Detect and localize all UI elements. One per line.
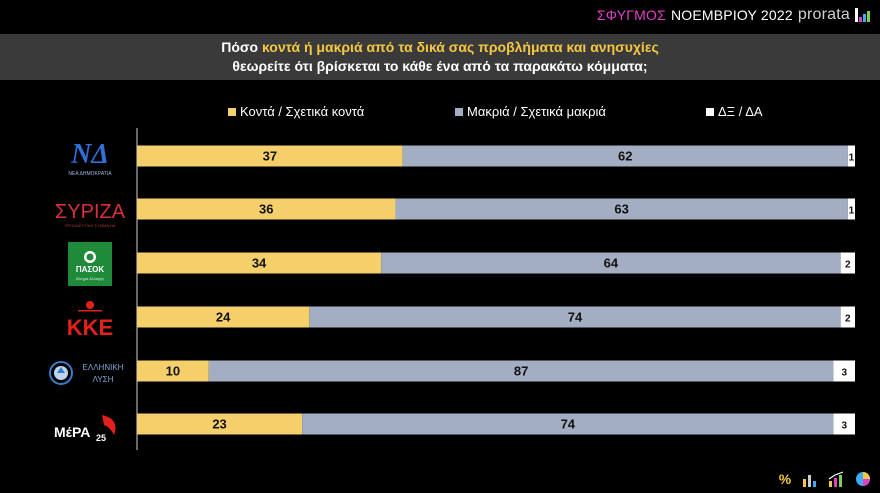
elliniki-lysi-line2: ΛΥΣΗ bbox=[93, 375, 114, 384]
legend-swatch-close bbox=[228, 107, 236, 116]
growth-chart-icon bbox=[828, 471, 846, 487]
bar-close-1 bbox=[137, 198, 396, 220]
bar-close-4 bbox=[137, 360, 209, 382]
legend-swatch-dk bbox=[706, 107, 714, 116]
logo-mera25: ΜέΡΑ 25 bbox=[40, 402, 140, 452]
pasok-logo-main: ΠΑΣΟΚ bbox=[76, 265, 105, 274]
logo-pasok: ΠΑΣΟΚ Κίνημα Αλλαγής bbox=[40, 239, 140, 289]
bar-far-2 bbox=[381, 252, 841, 274]
bar-close-3 bbox=[137, 306, 310, 328]
chart-legend: Κοντά / Σχετικά κοντά Μακριά / Σχετικά μ… bbox=[0, 104, 880, 122]
bar-far-0 bbox=[402, 145, 848, 167]
bar-dk-1 bbox=[847, 198, 855, 220]
legend-label-dk: ΔΞ / ΔΑ bbox=[718, 104, 763, 119]
logo-kke: ΚΚΕ bbox=[40, 294, 140, 344]
question-line-2: θεωρείτε ότι βρίσκεται το κάθε ένα από τ… bbox=[232, 58, 648, 74]
legend-label-close: Κοντά / Σχετικά κοντά bbox=[240, 104, 365, 119]
question-highlight: κοντά ή μακριά από τα δικά σας προβλήματ… bbox=[261, 39, 659, 55]
label-close-5: 23 bbox=[212, 417, 226, 432]
label-far-5: 74 bbox=[561, 417, 576, 432]
nd-logo-icon: ΝΔ ΝΕΑ ΔΗΜΟΚΡΑΤΙΑ bbox=[68, 139, 112, 177]
mera25-logo-main: ΜέΡΑ bbox=[54, 424, 90, 440]
nd-logo-main: ΝΔ bbox=[70, 139, 109, 170]
label-dk-4: 3 bbox=[841, 368, 847, 379]
kke-logo-icon: ΚΚΕ bbox=[67, 301, 113, 340]
label-close-4: 10 bbox=[166, 364, 180, 379]
prorata-logo-icon bbox=[855, 8, 870, 22]
bar-far-5 bbox=[302, 413, 834, 435]
bar-close-0 bbox=[137, 145, 403, 167]
pie-chart-icon bbox=[854, 471, 872, 487]
bar-dk-0 bbox=[847, 145, 855, 167]
logo-syriza: ΣΥΡΙΖΑ ΠΡΟΟΔΕΥΤΙΚΗ ΣΥΜΜΑΧΙΑ bbox=[40, 187, 140, 237]
prorata-logo-text: prorata bbox=[797, 6, 850, 23]
label-far-2: 64 bbox=[604, 256, 619, 271]
bar-chart-icon bbox=[802, 471, 820, 487]
bar-close-2 bbox=[137, 252, 382, 274]
legend-label-far: Μακριά / Σχετικά μακριά bbox=[467, 104, 606, 119]
legend-swatch-far bbox=[455, 107, 463, 116]
label-dk-3: 2 bbox=[845, 314, 851, 325]
label-dk-0: 1 bbox=[849, 153, 855, 164]
label-close-3: 24 bbox=[216, 310, 231, 325]
bar-dk-5 bbox=[833, 413, 855, 435]
elliniki-lysi-logo-icon: ΕΛΛΗΝΙΚΗ ΛΥΣΗ bbox=[49, 361, 124, 385]
label-far-4: 87 bbox=[514, 364, 528, 379]
brand-word-sfygmos: ΣΦΥΓΜΟΣ bbox=[596, 7, 666, 23]
brand-word-month: ΝΟΕΜΒΡΙΟΥ 2022 bbox=[670, 7, 793, 23]
pasok-logo-sub: Κίνημα Αλλαγής bbox=[76, 276, 104, 281]
bar-close-5 bbox=[137, 413, 303, 435]
logo-elliniki-lysi: ΕΛΛΗΝΙΚΗ ΛΥΣΗ bbox=[40, 348, 140, 398]
bar-dk-3 bbox=[840, 306, 855, 328]
label-dk-1: 1 bbox=[849, 206, 855, 217]
footer-icons: % bbox=[776, 471, 872, 487]
logo-nd: ΝΔ ΝΕΑ ΔΗΜΟΚΡΑΤΙΑ bbox=[40, 132, 140, 182]
mera25-logo-icon: ΜέΡΑ 25 bbox=[54, 415, 116, 443]
label-dk-5: 3 bbox=[841, 421, 847, 432]
pasok-logo-icon: ΠΑΣΟΚ Κίνημα Αλλαγής bbox=[68, 242, 112, 286]
legend-item-dk: ΔΞ / ΔΑ bbox=[706, 104, 763, 119]
syriza-logo-icon: ΣΥΡΙΖΑ ΠΡΟΟΔΕΥΤΙΚΗ ΣΥΜΜΑΧΙΑ bbox=[55, 201, 126, 228]
label-dk-2: 2 bbox=[845, 260, 851, 271]
bar-dk-4 bbox=[833, 360, 855, 382]
syriza-logo-main: ΣΥΡΙΖΑ bbox=[55, 201, 126, 223]
label-close-1: 36 bbox=[259, 202, 273, 217]
label-close-2: 34 bbox=[252, 256, 267, 271]
question-line-1: Πόσο κοντά ή μακριά από τα δικά σας προβ… bbox=[0, 38, 880, 57]
kke-logo-main: ΚΚΕ bbox=[67, 315, 113, 340]
label-far-1: 63 bbox=[614, 202, 628, 217]
legend-item-far: Μακριά / Σχετικά μακριά bbox=[455, 104, 606, 119]
syriza-logo-sub: ΠΡΟΟΔΕΥΤΙΚΗ ΣΥΜΜΑΧΙΑ bbox=[65, 223, 116, 228]
bar-far-4 bbox=[208, 360, 834, 382]
label-far-3: 74 bbox=[568, 310, 583, 325]
elliniki-lysi-line1: ΕΛΛΗΝΙΚΗ bbox=[83, 363, 124, 372]
percent-icon: % bbox=[778, 471, 792, 487]
nd-logo-sub: ΝΕΑ ΔΗΜΟΚΡΑΤΙΑ bbox=[68, 171, 112, 177]
mera25-logo-num: 25 bbox=[96, 433, 106, 443]
legend-item-close: Κοντά / Σχετικά κοντά bbox=[228, 104, 364, 119]
question-banner: Πόσο κοντά ή μακριά από τα δικά σας προβ… bbox=[0, 34, 880, 80]
label-far-0: 62 bbox=[618, 149, 632, 164]
question-pre: Πόσο bbox=[221, 39, 262, 55]
bar-far-3 bbox=[309, 306, 841, 328]
bar-dk-2 bbox=[840, 252, 855, 274]
label-close-0: 37 bbox=[263, 149, 277, 164]
bar-far-1 bbox=[395, 198, 848, 220]
brand-header: ΣΦΥΓΜΟΣ ΝΟΕΜΒΡΙΟΥ 2022 prorata bbox=[597, 6, 870, 24]
